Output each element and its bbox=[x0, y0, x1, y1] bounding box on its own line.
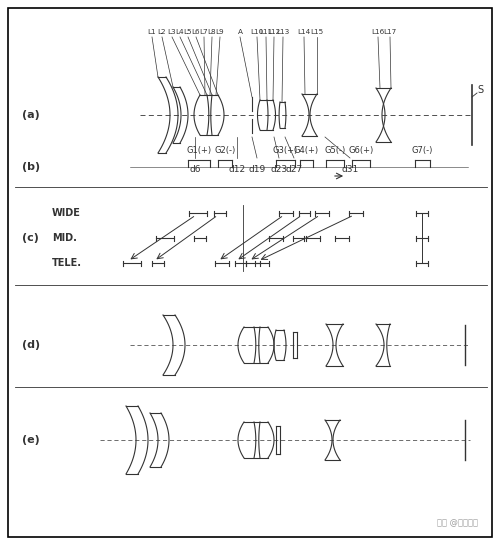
Text: L11: L11 bbox=[260, 29, 272, 35]
Text: S: S bbox=[477, 85, 483, 95]
Text: d27: d27 bbox=[286, 165, 302, 174]
Text: G1(+): G1(+) bbox=[186, 146, 212, 155]
Text: A: A bbox=[238, 29, 242, 35]
Text: L8: L8 bbox=[208, 29, 216, 35]
Text: G7(-): G7(-) bbox=[412, 146, 433, 155]
Text: L13: L13 bbox=[276, 29, 289, 35]
Text: G4(+): G4(+) bbox=[294, 146, 319, 155]
Text: d23: d23 bbox=[270, 165, 287, 174]
Text: MID.: MID. bbox=[52, 233, 77, 243]
Text: L7: L7 bbox=[200, 29, 208, 35]
Text: d6: d6 bbox=[189, 165, 201, 174]
Text: L5: L5 bbox=[184, 29, 192, 35]
Text: L3: L3 bbox=[168, 29, 176, 35]
Text: L17: L17 bbox=[384, 29, 396, 35]
Text: L12: L12 bbox=[268, 29, 280, 35]
Text: (e): (e) bbox=[22, 435, 40, 445]
Text: WIDE: WIDE bbox=[52, 208, 81, 218]
Text: d19: d19 bbox=[248, 165, 266, 174]
Text: G5(-): G5(-) bbox=[324, 146, 345, 155]
Text: TELE.: TELE. bbox=[52, 258, 82, 268]
Text: L9: L9 bbox=[216, 29, 224, 35]
Text: L10: L10 bbox=[250, 29, 264, 35]
Text: L15: L15 bbox=[310, 29, 324, 35]
Text: L1: L1 bbox=[148, 29, 156, 35]
Text: (b): (b) bbox=[22, 162, 40, 172]
Text: (c): (c) bbox=[22, 233, 39, 243]
Text: L2: L2 bbox=[158, 29, 166, 35]
Text: L16: L16 bbox=[372, 29, 384, 35]
Text: G3(+): G3(+) bbox=[273, 146, 298, 155]
Text: L6: L6 bbox=[192, 29, 200, 35]
Text: (d): (d) bbox=[22, 340, 40, 350]
Text: 头条 @爱客摄影: 头条 @爱客摄影 bbox=[437, 518, 478, 527]
Text: G6(+): G6(+) bbox=[348, 146, 374, 155]
Text: G2(-): G2(-) bbox=[214, 146, 236, 155]
Text: (a): (a) bbox=[22, 110, 40, 120]
Text: L4: L4 bbox=[176, 29, 184, 35]
Text: L14: L14 bbox=[298, 29, 310, 35]
Text: d31: d31 bbox=[342, 165, 358, 174]
Text: d12: d12 bbox=[228, 165, 246, 174]
